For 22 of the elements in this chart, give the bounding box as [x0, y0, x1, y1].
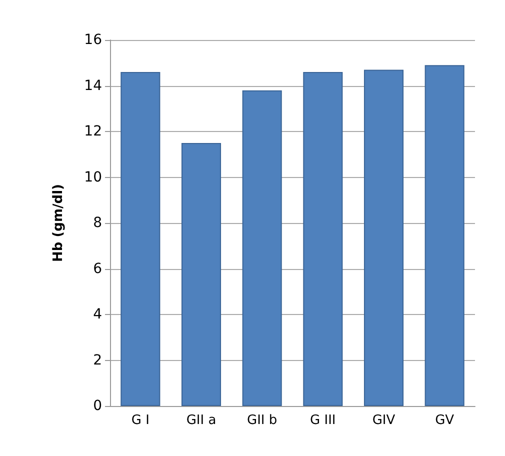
y-tick-label: 10: [84, 169, 102, 186]
bar: [242, 90, 282, 406]
bar: [120, 72, 160, 406]
bar: [424, 65, 464, 406]
x-tick-label: G I: [131, 413, 150, 428]
y-axis-title: Hb (gm/dl): [51, 184, 66, 262]
x-tick-label: G III: [310, 413, 336, 428]
x-tick-label: GII a: [186, 413, 216, 428]
y-tick-label: 12: [84, 124, 102, 140]
x-tick-label: GV: [435, 413, 454, 428]
y-tick-label: 0: [93, 398, 102, 414]
x-tick-label: GII b: [247, 413, 278, 428]
y-tick-label: 16: [84, 32, 102, 48]
y-tick-label: 2: [93, 352, 102, 368]
x-tick-label: GIV: [372, 413, 396, 428]
bar: [303, 72, 343, 406]
y-tick-label: 6: [93, 260, 102, 277]
y-tick-label: 14: [84, 78, 102, 94]
bar: [181, 142, 222, 406]
y-tick-label: 4: [93, 306, 102, 322]
y-tick-label: 8: [93, 215, 102, 231]
bar: [364, 70, 404, 406]
